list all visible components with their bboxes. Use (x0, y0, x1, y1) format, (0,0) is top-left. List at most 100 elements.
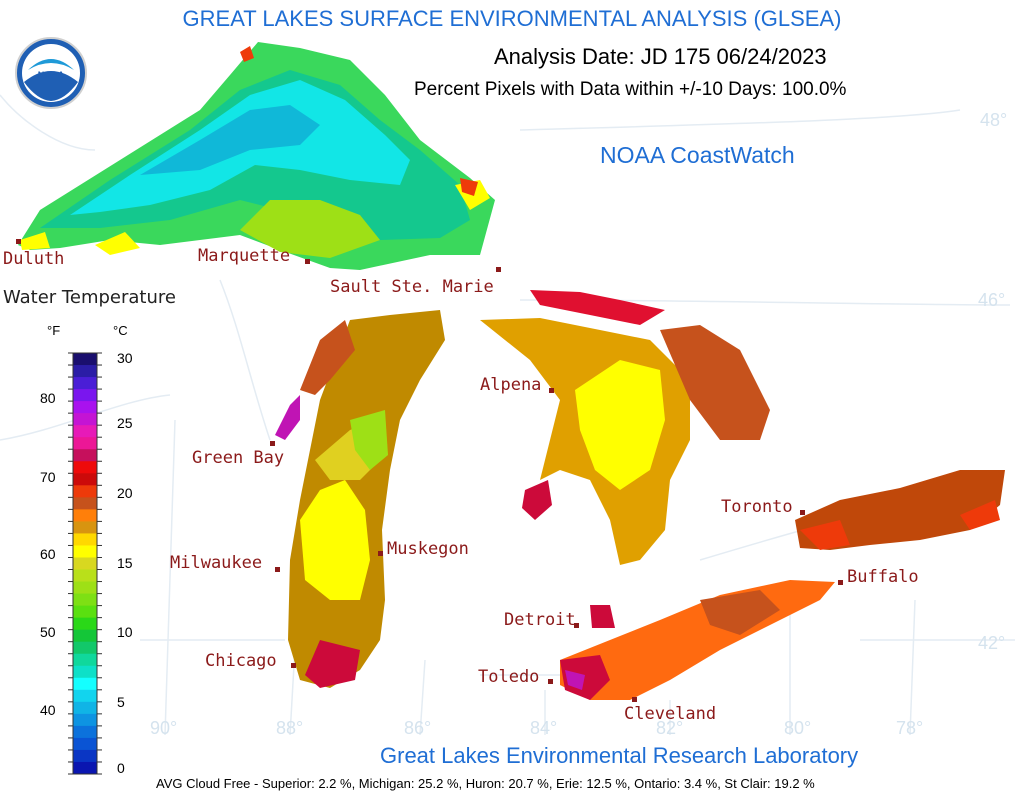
legend-c-tick: 30 (117, 350, 133, 366)
legend-color-swatch (73, 665, 97, 679)
legend-color-swatch (73, 629, 97, 643)
legend-color-swatch (73, 545, 97, 558)
legend-color-swatch (73, 389, 97, 402)
legend-color-swatch (73, 473, 97, 486)
legend-c-tick: 20 (117, 485, 133, 501)
legend-f-tick: 70 (40, 469, 56, 485)
legend-f-tick: 80 (40, 390, 56, 406)
lake-ontario (795, 470, 1005, 550)
legend-color-swatch (73, 521, 97, 534)
city-label-detroit: Detroit (504, 610, 576, 630)
lake-erie (560, 580, 835, 700)
legend-color-swatch (73, 413, 97, 426)
legend-color-swatch (73, 497, 97, 510)
legend-f-tick: 50 (40, 624, 56, 640)
page-title: GREAT LAKES SURFACE ENVIRONMENTAL ANALYS… (182, 6, 842, 31)
latitude-label: 48° (980, 110, 1008, 130)
city-marker-icon (574, 623, 579, 628)
analysis-date: Analysis Date: JD 175 06/24/2023 (494, 44, 827, 69)
city-marker-icon (838, 580, 843, 585)
legend-border (72, 352, 98, 775)
city-label-alpena: Alpena (480, 375, 542, 395)
source-label: NOAA CoastWatch (600, 142, 795, 168)
legend-color-swatch (73, 725, 97, 739)
city-marker-icon (275, 567, 280, 572)
city-label-milwaukee: Milwaukee (170, 553, 263, 573)
longitude-label: 88° (276, 718, 304, 738)
legend-color-swatch (73, 485, 97, 498)
legend-c-tick: 10 (117, 624, 133, 640)
legend-color-swatch (73, 401, 97, 414)
legend-color-swatch (73, 533, 97, 546)
lake-superior (18, 42, 495, 270)
city-label-chicago: Chicago (205, 651, 277, 671)
lab-credit: Great Lakes Environmental Research Labor… (380, 743, 859, 768)
legend-c-tick: 5 (117, 694, 125, 710)
city-marker-icon (632, 697, 637, 702)
legend-color-swatch (73, 761, 97, 775)
legend-c-tick: 25 (117, 415, 133, 431)
legend-color-swatch (73, 605, 97, 619)
legend-color-swatch (73, 713, 97, 727)
legend-c-tick: 15 (117, 555, 133, 571)
legend-color-swatch (73, 701, 97, 715)
city-marker-icon (305, 259, 310, 264)
city-marker-icon (549, 388, 554, 393)
city-marker-icon (800, 510, 805, 515)
legend-color-swatch (73, 449, 97, 462)
lake-huron (480, 290, 770, 565)
legend-f-tick: 40 (40, 702, 56, 718)
legend-color-swatch (73, 557, 97, 571)
legend-color-swatch (73, 641, 97, 655)
city-marker-icon (496, 267, 501, 272)
legend-color-swatch (73, 737, 97, 751)
city-label-toledo: Toledo (478, 667, 540, 687)
legend-unit-c: °C (113, 323, 128, 338)
legend-color-swatch (73, 653, 97, 667)
noaa-logo: NOAA (15, 37, 87, 109)
city-marker-icon (378, 551, 383, 556)
legend-color-swatch (73, 617, 97, 631)
legend-unit-f: °F (47, 323, 61, 338)
city-marker-icon (270, 441, 275, 446)
legend-color-swatch (73, 377, 97, 390)
longitude-label: 80° (784, 718, 812, 738)
lake-michigan (275, 310, 445, 688)
legend-color-swatch (73, 425, 97, 438)
latitude-label: 42° (978, 633, 1006, 653)
legend-color-swatch (73, 677, 97, 691)
percent-pixels-text: Percent Pixels with Data within +/-10 Da… (414, 79, 847, 100)
legend-color-swatch (73, 581, 97, 595)
latitude-label: 46° (978, 290, 1006, 310)
city-marker-icon (16, 239, 21, 244)
city-label-muskegon: Muskegon (387, 539, 469, 559)
longitude-label: 78° (896, 718, 924, 738)
city-marker-icon (548, 679, 553, 684)
legend-color-swatch (73, 749, 97, 763)
city-label-duluth: Duluth (3, 249, 65, 269)
legend-color-swatch (73, 437, 97, 450)
city-label-cleveland: Cleveland (624, 704, 717, 724)
svg-text:NOAA: NOAA (38, 70, 65, 80)
longitude-label: 86° (404, 718, 432, 738)
city-label-toronto: Toronto (721, 497, 793, 517)
legend-color-swatch (73, 353, 97, 366)
longitude-label: 84° (530, 718, 558, 738)
legend-c-tick: 0 (117, 760, 125, 776)
legend-color-swatch (73, 365, 97, 378)
legend-color-swatch (73, 689, 97, 703)
longitude-label: 90° (150, 718, 178, 738)
city-label-buffalo: Buffalo (847, 567, 919, 587)
legend-color-swatch (73, 593, 97, 607)
legend-color-swatch (73, 569, 97, 583)
legend-color-swatch (73, 509, 97, 522)
city-label-marquette: Marquette (198, 246, 291, 266)
longitude-label: 82° (656, 718, 684, 738)
legend-color-swatch (73, 461, 97, 474)
city-marker-icon (291, 663, 296, 668)
legend-f-tick: 60 (40, 546, 56, 562)
city-label-sault-ste-marie: Sault Ste. Marie (330, 277, 494, 297)
city-label-green-bay: Green Bay (192, 448, 285, 468)
